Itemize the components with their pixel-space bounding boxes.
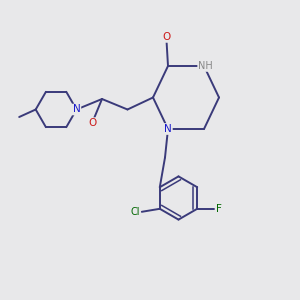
Text: O: O <box>88 118 96 128</box>
Text: N: N <box>164 124 172 134</box>
Text: O: O <box>162 32 171 42</box>
Text: NH: NH <box>198 61 213 71</box>
Text: F: F <box>216 204 222 214</box>
Text: N: N <box>73 104 80 115</box>
Text: Cl: Cl <box>130 207 140 217</box>
